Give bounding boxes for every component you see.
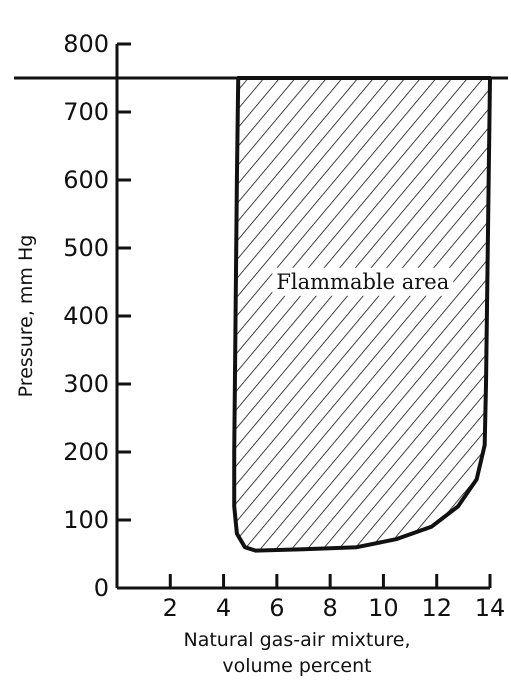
x-tick-label: 4 [216, 594, 231, 622]
x-tick-label: 14 [475, 594, 506, 622]
x-axis-label-line-2: volume percent [222, 655, 371, 677]
annotation-background [272, 267, 454, 296]
y-tick-label: 200 [63, 438, 109, 466]
y-axis-label: Pressure, mm Hg [15, 235, 37, 398]
y-tick-label: 300 [63, 370, 109, 398]
y-tick-label: 700 [63, 98, 109, 126]
y-tick-label: 800 [63, 30, 109, 58]
x-tick-label: 10 [368, 594, 399, 622]
y-tick-label: 0 [94, 574, 109, 602]
flammable-region-fill [234, 78, 490, 551]
y-tick-label: 500 [63, 234, 109, 262]
flammable-region-boundary [232, 76, 492, 553]
y-tick-label: 100 [63, 506, 109, 534]
x-axis-label-line-1: Natural gas-air mixture, [184, 629, 411, 651]
x-tick-label: 12 [421, 594, 452, 622]
y-tick-label: 400 [63, 302, 109, 330]
x-tick-label: 6 [269, 594, 284, 622]
y-tick-label: 600 [63, 166, 109, 194]
x-tick-label: 8 [323, 594, 338, 622]
x-tick-label: 2 [163, 594, 178, 622]
annotation-label: Flammable area [276, 270, 449, 294]
